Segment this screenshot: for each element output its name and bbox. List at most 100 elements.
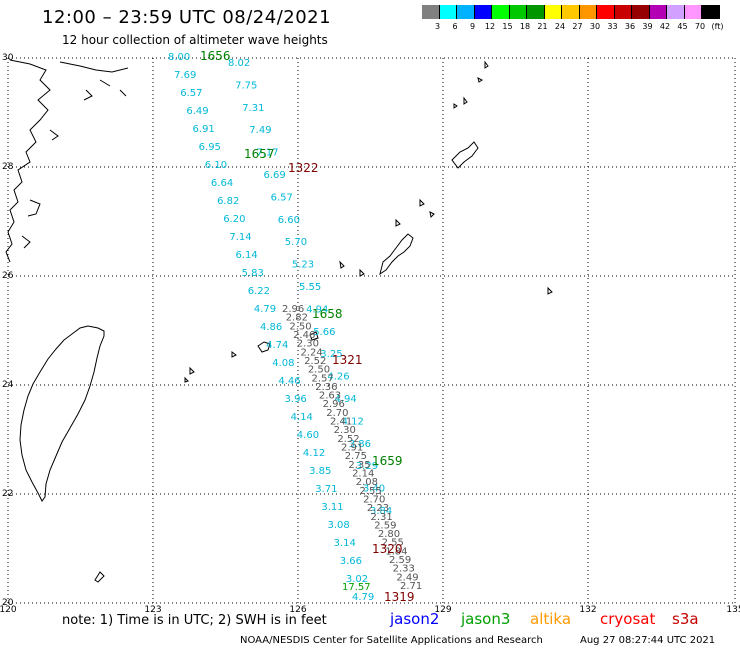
swh-value: 3.85 — [309, 466, 331, 477]
generation-timestamp: Aug 27 08:27:44 UTC 2021 — [580, 635, 716, 646]
map-title: 12:00 – 23:59 UTC 08/24/2021 — [42, 7, 332, 28]
swh-value: 3.14 — [334, 538, 356, 549]
satellite-altika: altika — [530, 610, 572, 628]
swh-value: 4.14 — [291, 412, 313, 423]
swh-value: 4.79 — [254, 304, 276, 315]
colorbar-label: 3 — [434, 22, 441, 31]
colorbar-label: 42 — [659, 22, 671, 31]
colorbar-swatch — [667, 5, 685, 19]
pass-time-label: 1320 — [372, 542, 403, 556]
swh-value: 8.00 — [168, 52, 190, 63]
colorbar-label: 45 — [677, 22, 688, 31]
swh-value: 2.96 — [323, 399, 345, 410]
coastlines — [5, 59, 553, 583]
swh-value: 4.79 — [352, 592, 374, 603]
swh-value: 7.49 — [249, 125, 271, 136]
colorbar-swatch — [614, 5, 632, 19]
swh-value: 2.80 — [378, 529, 400, 540]
colorbar-label: 18 — [519, 22, 531, 31]
swh-value: 3.96 — [285, 394, 307, 405]
x-tick-label: 126 — [289, 605, 306, 615]
satellite-s3a: s3a — [672, 610, 699, 628]
colorbar-swatch — [579, 5, 597, 19]
swh-value: 2.96 — [282, 304, 304, 315]
colorbar-label: 33 — [607, 22, 618, 31]
swh-value: 3.29 — [356, 461, 378, 472]
footnote: note: 1) Time is in UTC; 2) SWH is in fe… — [62, 613, 327, 628]
swh-value: 2.57 — [312, 373, 334, 384]
pass-time-labels: 1656 1657 1322 1658 1321 1659 1320 1319 — [200, 49, 415, 604]
swh-value: 7.31 — [242, 103, 264, 114]
swh-value: 5.55 — [299, 282, 321, 293]
swh-value: 2.71 — [400, 581, 422, 592]
swh-value: 2.41 — [330, 417, 352, 428]
colorbar-label: 24 — [554, 22, 566, 31]
swh-value: 17.57 — [342, 582, 371, 593]
swh-value: 6.10 — [205, 160, 227, 171]
colorbar-swatch — [527, 5, 545, 19]
x-tick-label: 132 — [579, 605, 596, 615]
x-tick-label: 135 — [726, 605, 740, 615]
credit-line: NOAA/NESDIS Center for Satellite Applica… — [240, 635, 543, 646]
swh-value: 6.49 — [186, 106, 208, 117]
pass-time-label: 1656 — [200, 49, 231, 63]
colorbar-swatch — [492, 5, 510, 19]
swh-value: 4.46 — [278, 376, 300, 387]
swh-value: 2.52 — [337, 434, 359, 445]
swh-value: 6.91 — [193, 124, 215, 135]
swh-value: 7.75 — [235, 80, 257, 91]
x-tick-label: 129 — [434, 605, 451, 615]
swh-value: 4.86 — [260, 322, 282, 333]
swh-value: 2.75 — [345, 451, 367, 462]
altimeter-tracks: 8.00 7.69 6.57 6.49 6.91 6.95 6.10 6.64 6.82 6.20… — [168, 52, 422, 603]
colorbar-swatch — [509, 5, 527, 19]
satellite-jason2: jason2 — [390, 610, 440, 628]
swh-value: 6.64 — [211, 178, 233, 189]
colorbar-swatch — [649, 5, 667, 19]
axis-tick-labels: 120 123 126 129 132 135 30 28 26 24 22 20 — [0, 53, 740, 615]
colorbar-label: 27 — [572, 22, 583, 31]
lat-lon-grid — [7, 57, 736, 604]
swh-value: 2.33 — [393, 564, 415, 575]
swh-value: 5.83 — [242, 268, 264, 279]
y-tick-label: 24 — [2, 380, 14, 390]
small-islands — [94, 60, 553, 583]
taiwan-coastline — [19, 325, 105, 502]
colorbar-label: 70 — [694, 22, 706, 31]
swh-value: 2.59 — [374, 520, 396, 531]
okinawa-island — [379, 233, 414, 276]
colorbar-swatch — [474, 5, 492, 19]
swh-value: 2.55 — [382, 538, 404, 549]
pass-time-label: 1322 — [288, 161, 319, 175]
colorbar-swatch — [422, 5, 440, 19]
china-coast-2 — [21, 129, 59, 249]
swh-value: 2.14 — [352, 468, 374, 479]
china-coastline — [5, 59, 51, 263]
colorbar-label: 21 — [537, 22, 548, 31]
swh-value: 8.02 — [228, 58, 250, 69]
swh-value: 4.94 — [335, 394, 357, 405]
swh-value: 5.70 — [285, 237, 307, 248]
swh-value: 2.36 — [315, 382, 337, 393]
china-coast-3 — [59, 61, 129, 101]
colorbar-label: 12 — [484, 22, 496, 31]
swh-value: 2.46 — [293, 330, 315, 341]
swh-value: 3.11 — [321, 502, 343, 513]
swh-value: 3.02 — [346, 574, 368, 585]
swh-value: 6.95 — [199, 142, 221, 153]
colorbar-label: (ft) — [711, 22, 724, 31]
pass-time-label: 1321 — [332, 353, 363, 367]
swh-value: 7.69 — [174, 70, 196, 81]
y-tick-label: 20 — [2, 598, 14, 608]
colorbar-label: 15 — [502, 22, 513, 31]
swh-value: 2.24 — [300, 347, 322, 358]
colorbar-swatch — [632, 5, 650, 19]
colorbar — [422, 5, 720, 19]
colorbar-swatch — [457, 5, 475, 19]
colorbar-swatch — [684, 5, 702, 19]
pass-time-label: 1657 — [244, 147, 275, 161]
x-tick-label: 123 — [144, 605, 161, 615]
swh-value: 6.82 — [217, 196, 239, 207]
swh-value: 2.70 — [326, 408, 348, 419]
colorbar-label: 36 — [624, 22, 636, 31]
